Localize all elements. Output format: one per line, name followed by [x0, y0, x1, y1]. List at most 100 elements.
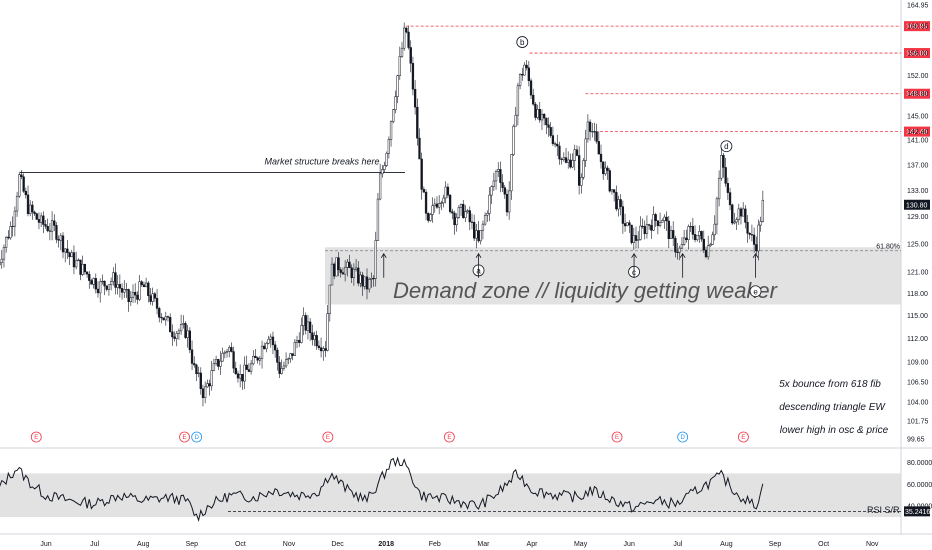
candle-body [383, 165, 386, 170]
candle-body [385, 153, 388, 166]
candle-body [201, 388, 205, 398]
candle-body [363, 276, 366, 287]
candle-body [64, 248, 67, 253]
candle-body [348, 261, 351, 269]
price-tick-label: 106.50 [907, 379, 929, 386]
candle-body [131, 291, 135, 298]
candle-body [260, 345, 264, 359]
candle-body [731, 204, 734, 224]
candle-body [645, 224, 649, 235]
candle-body [352, 268, 356, 278]
price-tick-label: 156.00 [907, 51, 929, 58]
event-label: E [741, 435, 745, 441]
candle-body [606, 167, 609, 171]
market-structure-label: Market structure breaks here [264, 156, 379, 166]
candle-body [532, 94, 535, 105]
candle-body [184, 323, 187, 338]
candle-body [569, 159, 572, 168]
candle-body [324, 348, 327, 351]
candle-body [295, 340, 299, 343]
candle-body [470, 221, 474, 223]
candle-body [142, 284, 146, 288]
candle-body [759, 221, 762, 226]
candle-body [473, 222, 476, 239]
candle-body [464, 211, 467, 218]
time-tick-label: Feb [429, 541, 441, 548]
candle-body [37, 219, 41, 223]
candle-body [230, 347, 233, 352]
time-tick-label: Oct [235, 541, 246, 548]
candle-body [346, 261, 349, 268]
candle-body [343, 267, 347, 275]
candle-body [424, 191, 428, 214]
candle-body [538, 109, 541, 121]
candle-body [405, 27, 408, 33]
last-price-label: 130.80 [906, 202, 928, 209]
candle-body [188, 330, 192, 351]
candle-body [691, 226, 695, 235]
candle-body [225, 350, 229, 353]
candle-body [400, 47, 404, 57]
candle-body [661, 220, 664, 223]
candle-body [551, 135, 555, 144]
candle-body [374, 240, 377, 279]
demand-zone-label: Demand zone // liquidity getting weaker [393, 278, 779, 303]
candle-body [282, 365, 286, 369]
candle-body [654, 214, 657, 221]
event-label: E [615, 435, 619, 441]
candle-body [676, 251, 679, 253]
candle-body [549, 127, 552, 136]
candle-body [696, 235, 699, 241]
candle-body [540, 113, 544, 121]
candle-body [672, 230, 675, 239]
candle-body [707, 245, 710, 258]
candle-body [228, 347, 231, 352]
candle-body [632, 235, 635, 243]
candle-body [545, 117, 548, 126]
time-tick-label: Jun [624, 541, 635, 548]
wave-circle [720, 140, 733, 153]
candle-body [728, 192, 732, 206]
resistance-lines: 160.95 156.00 148.80 142.40 [405, 21, 930, 137]
candle-body [619, 199, 622, 207]
candle-body [341, 272, 345, 275]
candle-body [612, 189, 616, 193]
candle-body [361, 274, 364, 287]
candle-body [711, 234, 714, 245]
candle-body [573, 149, 576, 161]
candle-body [166, 316, 170, 318]
candle-body [155, 298, 159, 309]
candle-body [752, 234, 756, 245]
candle-body [547, 124, 550, 128]
price-axis-ticks: 164.95 160.95 156.00 152.00 148.80 145.00 142.… [907, 3, 929, 444]
price-tick-label: 129.00 [907, 214, 929, 221]
price-tick-label: 101.75 [907, 419, 929, 426]
candle-body [748, 232, 751, 235]
candle-body [20, 174, 23, 178]
time-tick-label: Apr [527, 541, 539, 548]
time-tick-label: Nov [866, 541, 879, 548]
candle-body [490, 186, 493, 196]
time-tick-label: Aug [720, 541, 733, 548]
candle-body [269, 336, 272, 340]
candle-body [109, 281, 113, 285]
candle-body [715, 198, 719, 225]
candle-body [516, 85, 520, 116]
candle-body [580, 177, 583, 186]
candle-body [413, 88, 417, 108]
candle-body [602, 161, 605, 175]
event-circle [738, 431, 749, 443]
candle-body [315, 335, 318, 347]
candle-body [221, 352, 224, 362]
time-tick-label: Oct [818, 541, 829, 548]
candle-body [11, 225, 14, 228]
price-tick-label: 137.00 [907, 162, 929, 169]
event-circle [30, 431, 42, 443]
candle-body [588, 121, 592, 132]
candle-body [212, 363, 216, 371]
fib-618-label: 61.80% [876, 244, 900, 251]
candle-body [720, 155, 723, 179]
candle-body [308, 321, 312, 334]
candle-body [199, 372, 202, 389]
